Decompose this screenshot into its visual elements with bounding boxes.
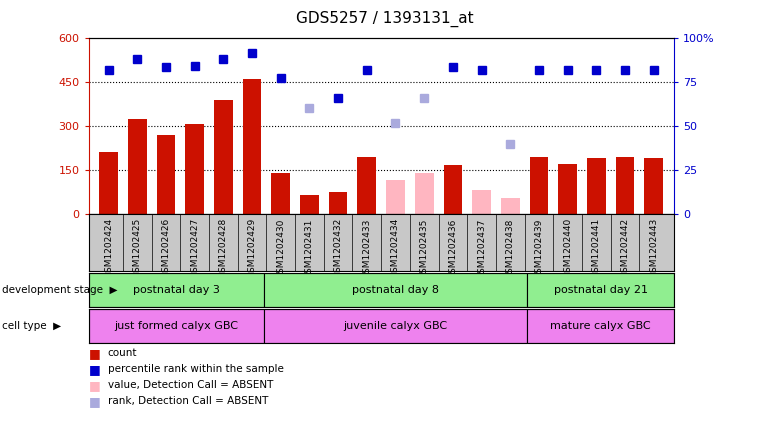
Bar bbox=[89, 273, 264, 307]
Text: GSM1202439: GSM1202439 bbox=[534, 218, 544, 279]
Bar bbox=[272, 173, 290, 214]
Bar bbox=[264, 273, 527, 307]
Bar bbox=[558, 164, 577, 214]
Text: percentile rank within the sample: percentile rank within the sample bbox=[108, 364, 283, 374]
Bar bbox=[527, 273, 674, 307]
Text: GDS5257 / 1393131_at: GDS5257 / 1393131_at bbox=[296, 11, 474, 27]
Bar bbox=[89, 309, 264, 343]
Bar bbox=[128, 118, 146, 214]
Bar bbox=[357, 157, 376, 214]
Text: GSM1202429: GSM1202429 bbox=[248, 218, 256, 278]
Bar bbox=[616, 157, 634, 214]
Bar bbox=[415, 173, 434, 214]
Text: GSM1202440: GSM1202440 bbox=[563, 218, 572, 278]
Bar bbox=[530, 157, 548, 214]
Text: GSM1202424: GSM1202424 bbox=[104, 218, 113, 278]
Text: just formed calyx GBC: just formed calyx GBC bbox=[114, 321, 239, 331]
Bar bbox=[644, 158, 663, 214]
Text: GSM1202432: GSM1202432 bbox=[333, 218, 343, 278]
Text: GSM1202427: GSM1202427 bbox=[190, 218, 199, 278]
Text: GSM1202434: GSM1202434 bbox=[391, 218, 400, 278]
Text: rank, Detection Call = ABSENT: rank, Detection Call = ABSENT bbox=[108, 396, 268, 407]
Text: GSM1202428: GSM1202428 bbox=[219, 218, 228, 278]
Text: postnatal day 3: postnatal day 3 bbox=[133, 285, 219, 295]
Text: GSM1202443: GSM1202443 bbox=[649, 218, 658, 278]
Text: GSM1202435: GSM1202435 bbox=[420, 218, 429, 279]
Text: juvenile calyx GBC: juvenile calyx GBC bbox=[343, 321, 448, 331]
Text: ■: ■ bbox=[89, 363, 100, 376]
Text: GSM1202426: GSM1202426 bbox=[162, 218, 170, 278]
Text: GSM1202433: GSM1202433 bbox=[363, 218, 371, 279]
Bar bbox=[300, 195, 319, 214]
Bar bbox=[444, 165, 462, 214]
Text: ■: ■ bbox=[89, 379, 100, 392]
Bar bbox=[329, 192, 347, 214]
Bar bbox=[387, 180, 405, 214]
Bar bbox=[587, 158, 606, 214]
Bar bbox=[156, 135, 176, 214]
Text: GSM1202438: GSM1202438 bbox=[506, 218, 514, 279]
Text: value, Detection Call = ABSENT: value, Detection Call = ABSENT bbox=[108, 380, 273, 390]
Text: GSM1202436: GSM1202436 bbox=[448, 218, 457, 279]
Bar bbox=[186, 124, 204, 214]
Text: postnatal day 8: postnatal day 8 bbox=[353, 285, 439, 295]
Bar bbox=[243, 79, 261, 214]
Text: GSM1202425: GSM1202425 bbox=[132, 218, 142, 278]
Bar bbox=[501, 198, 520, 214]
Text: GSM1202437: GSM1202437 bbox=[477, 218, 486, 279]
Text: mature calyx GBC: mature calyx GBC bbox=[551, 321, 651, 331]
Text: development stage  ▶: development stage ▶ bbox=[2, 285, 117, 295]
Bar bbox=[99, 152, 118, 214]
Bar bbox=[264, 309, 527, 343]
Bar bbox=[472, 190, 491, 214]
Bar bbox=[214, 99, 233, 214]
Text: count: count bbox=[108, 348, 137, 358]
Text: cell type  ▶: cell type ▶ bbox=[2, 321, 61, 331]
Text: postnatal day 21: postnatal day 21 bbox=[554, 285, 648, 295]
Text: GSM1202441: GSM1202441 bbox=[592, 218, 601, 278]
Bar bbox=[527, 309, 674, 343]
Text: GSM1202442: GSM1202442 bbox=[621, 218, 630, 278]
Text: GSM1202430: GSM1202430 bbox=[276, 218, 285, 279]
Text: ■: ■ bbox=[89, 395, 100, 408]
Text: GSM1202431: GSM1202431 bbox=[305, 218, 314, 279]
Text: ■: ■ bbox=[89, 347, 100, 360]
